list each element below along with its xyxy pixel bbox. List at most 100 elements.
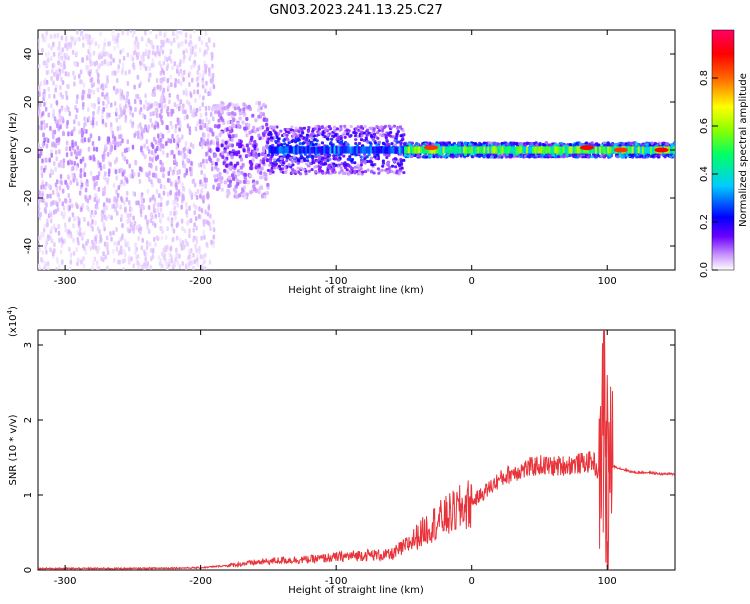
heatmap-cell <box>353 170 356 173</box>
heatmap-cell <box>210 112 213 117</box>
heatmap-band-cell <box>303 146 305 153</box>
heatmap-cell <box>602 155 605 158</box>
heatmap-cell <box>340 128 343 131</box>
heatmap-cell <box>103 151 106 156</box>
heatmap-cell <box>134 221 137 226</box>
heatmap-cell <box>178 42 181 47</box>
heatmap-cell <box>385 139 388 142</box>
heatmap-cell <box>363 160 366 163</box>
heatmap-cell <box>320 162 323 165</box>
heatmap-cell <box>186 221 189 226</box>
heatmap-cell <box>150 179 153 184</box>
heatmap-band-cell <box>414 146 416 153</box>
heatmap-cell <box>45 203 48 208</box>
heatmap-cell <box>237 124 240 128</box>
heatmap-cell <box>249 190 252 194</box>
heatmap-cell <box>165 31 168 36</box>
heatmap-cell <box>664 155 667 158</box>
heatmap-cell <box>577 154 580 157</box>
heatmap-cell <box>73 217 76 222</box>
heatmap-cell <box>293 155 296 158</box>
heatmap-cell <box>112 249 115 254</box>
heatmap-cell <box>364 170 367 173</box>
heatmap-cell <box>106 235 109 240</box>
heatmap-cell <box>135 36 138 41</box>
heatmap-cell <box>338 171 341 174</box>
heatmap-cell <box>209 91 212 96</box>
heatmap-cell <box>310 168 313 171</box>
heatmap-cell <box>100 256 103 261</box>
heatmap-cell <box>183 173 186 178</box>
heatmap-cell <box>126 95 129 100</box>
heatmap-cell <box>245 133 248 137</box>
heatmap-cell <box>611 143 614 146</box>
heatmap-cell <box>270 139 273 142</box>
heatmap-cell <box>404 154 407 157</box>
heatmap-cell <box>523 144 526 147</box>
heatmap-cell <box>185 205 188 210</box>
heatmap-cell <box>120 168 123 173</box>
heatmap-cell <box>109 231 112 236</box>
heatmap-cell <box>150 218 153 223</box>
heatmap-cell <box>193 259 196 264</box>
heatmap-cell <box>300 167 303 170</box>
heatmap-cell <box>62 131 65 136</box>
heatmap-cell <box>140 209 143 214</box>
heatmap-band-cell <box>483 146 485 153</box>
heatmap-cell <box>130 106 133 111</box>
heatmap-cell <box>231 173 234 177</box>
heatmap-cell <box>92 156 95 161</box>
heatmap-cell <box>204 184 207 189</box>
heatmap-cell <box>95 41 98 46</box>
heatmap-cell <box>122 62 125 67</box>
heatmap-cell <box>218 172 221 176</box>
heatmap-cell <box>280 157 283 160</box>
heatmap-cell <box>336 127 339 130</box>
heatmap-band-cell <box>457 146 459 153</box>
heatmap-cell <box>268 164 271 167</box>
heatmap-cell <box>620 155 623 158</box>
heatmap-cell <box>73 119 76 124</box>
heatmap-cell <box>200 163 203 168</box>
heatmap-cell <box>196 195 199 200</box>
heatmap-cell <box>165 235 168 240</box>
heatmap-cell <box>155 174 158 179</box>
heatmap-cell <box>93 182 96 187</box>
heatmap-cell <box>289 157 292 160</box>
heatmap-cell <box>117 260 120 265</box>
heatmap-cell <box>148 66 151 71</box>
heatmap-cell <box>99 234 102 239</box>
heatmap-cell <box>207 220 210 225</box>
heatmap-cell <box>237 150 240 154</box>
heatmap-cell <box>154 214 157 219</box>
heatmap-cell <box>387 143 390 146</box>
heatmap-cell <box>186 114 189 119</box>
heatmap-cell <box>253 144 256 148</box>
heatmap-band-cell <box>289 146 291 153</box>
heatmap-cell <box>174 129 177 134</box>
heatmap-cell <box>50 226 53 231</box>
heatmap-cell <box>203 139 206 144</box>
heatmap-cell <box>89 72 92 77</box>
heatmap-cell <box>186 158 189 163</box>
heatmap-cell <box>377 167 380 170</box>
heatmap-cell <box>40 185 43 190</box>
heatmap-cell <box>137 236 140 241</box>
heatmap-cell <box>217 125 220 129</box>
heatmap-cell <box>269 172 272 175</box>
heatmap-cell <box>126 219 129 224</box>
heatmap-cell <box>141 37 144 42</box>
heatmap-cell <box>194 244 197 249</box>
heatmap-cell <box>115 108 118 113</box>
heatmap-cell <box>391 165 394 168</box>
heatmap-cell <box>156 45 159 50</box>
heatmap-cell <box>232 118 235 122</box>
heatmap-cell <box>203 230 206 235</box>
heatmap-cell <box>50 76 53 81</box>
heatmap-cell <box>160 40 163 45</box>
heatmap-cell <box>69 198 72 203</box>
heatmap-cell <box>324 153 327 156</box>
heatmap-cell <box>139 110 142 115</box>
heatmap-cell <box>175 191 178 196</box>
heatmap-cell <box>415 142 418 145</box>
